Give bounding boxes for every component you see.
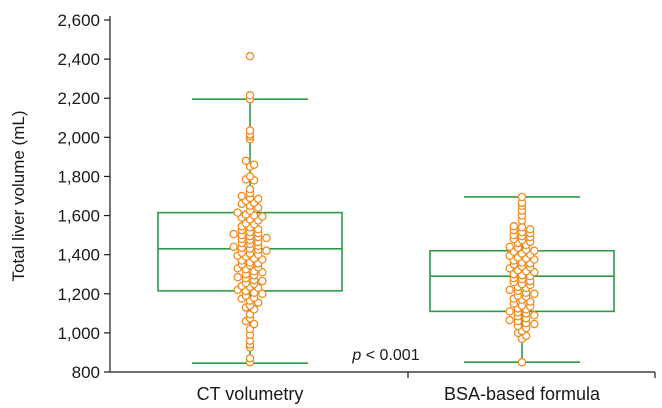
data-point <box>233 272 242 282</box>
data-point <box>505 242 514 252</box>
data-point <box>530 289 539 299</box>
data-point <box>249 319 259 329</box>
x-category-label: CT volumetry <box>197 384 304 404</box>
data-point <box>245 172 255 181</box>
y-tick-label: 1,200 <box>57 285 100 304</box>
data-point <box>245 354 255 363</box>
data-point <box>245 91 255 100</box>
y-tick-label: 2,000 <box>57 128 100 147</box>
data-point <box>258 289 267 299</box>
x-category-label: BSA-based formula <box>444 384 601 404</box>
data-points <box>229 51 539 367</box>
data-point <box>505 285 514 295</box>
data-point <box>509 222 519 231</box>
data-point <box>530 246 539 256</box>
data-point <box>505 315 514 325</box>
data-point <box>258 212 267 221</box>
data-point <box>245 51 255 61</box>
p-value-annotation: p < 0.001 <box>351 347 419 364</box>
y-tick-label: 2,200 <box>57 89 100 108</box>
x-axis: CT volumetry BSA-based formula <box>110 371 656 404</box>
y-tick-label: 1,600 <box>57 207 100 226</box>
data-point <box>262 246 271 256</box>
box-series <box>157 98 615 365</box>
data-point <box>530 319 539 329</box>
data-point <box>237 191 247 201</box>
data-point <box>253 194 263 204</box>
y-tick-label: 1,000 <box>57 324 100 343</box>
data-point <box>229 242 238 252</box>
data-point <box>517 223 527 232</box>
y-axis: 800 1,000 1,200 1,400 1,600 1,800 2,000 2,200 2,… <box>57 11 111 382</box>
y-tick-label: 1,800 <box>57 167 100 186</box>
p-value-symbol: p <box>351 347 361 364</box>
data-point <box>258 276 267 286</box>
p-value-text: < 0.001 <box>361 347 419 364</box>
data-point <box>525 224 535 234</box>
y-tick-label: 1,400 <box>57 246 100 265</box>
data-point <box>517 357 527 367</box>
data-point <box>505 307 514 316</box>
data-point <box>241 156 251 166</box>
data-point <box>245 126 255 135</box>
data-point <box>233 208 242 217</box>
data-point <box>229 229 238 239</box>
data-point <box>249 160 259 169</box>
y-tick-label: 800 <box>72 363 100 382</box>
y-axis-title: Total liver volume (mL) <box>9 111 28 282</box>
data-point <box>517 192 527 202</box>
data-point <box>245 184 255 194</box>
y-tick-label: 2,400 <box>57 50 100 69</box>
data-point <box>530 311 539 320</box>
data-point <box>262 233 271 243</box>
y-tick-label: 2,600 <box>57 11 100 30</box>
